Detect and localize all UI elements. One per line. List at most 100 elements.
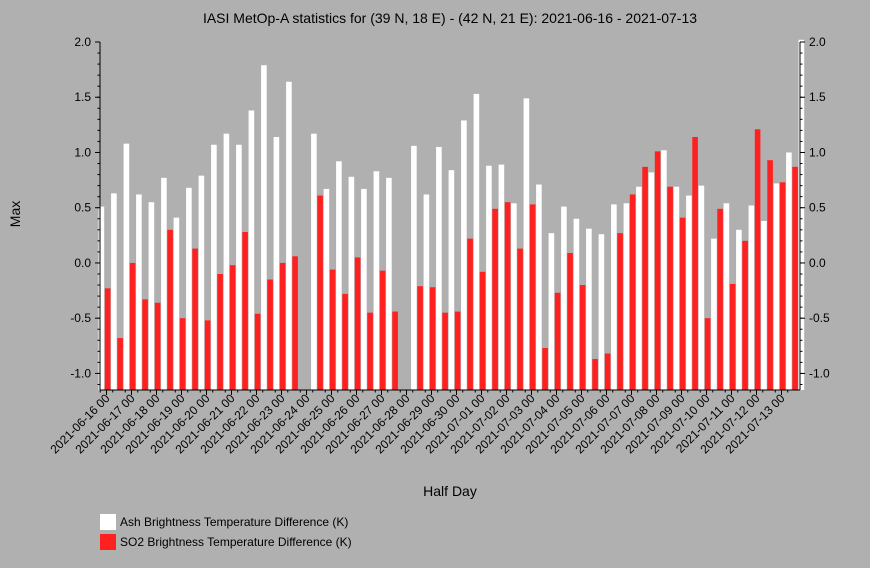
ash-bar (573, 218, 580, 390)
ash-bar (611, 204, 617, 390)
ash-bar (148, 202, 155, 390)
so2-bar (417, 286, 423, 390)
y-tick-label-left: 2.0 (74, 35, 91, 49)
ash-bar (761, 220, 767, 390)
so2-bar (517, 248, 523, 390)
ash-bar (236, 144, 242, 390)
so2-bar (617, 233, 623, 390)
ash-bar (536, 184, 542, 390)
so2-bar (354, 257, 361, 390)
ash-bar (111, 193, 117, 390)
so2-bar (667, 186, 673, 390)
ash-bar (561, 206, 567, 390)
ash-bar (248, 110, 255, 390)
ash-bar (386, 177, 392, 390)
axes-layer: 2.0 2.0 1.5 1.5 1.0 1.0 0.5 0.5 0.0 0.0 -0.5 -0.5 -1… (48, 35, 830, 456)
so2-bar (442, 312, 448, 390)
y-axis-label: Max (7, 201, 23, 227)
so2-bar (179, 318, 186, 390)
so2-bar (129, 262, 136, 390)
y-tick-label-right: -0.5 (809, 311, 830, 325)
ash-bar (648, 172, 655, 390)
so2-bar (742, 240, 748, 390)
ash-bar (448, 170, 455, 390)
ash-bar (136, 194, 142, 390)
ash-bar (261, 65, 267, 390)
ash-bar (461, 120, 467, 390)
so2-bar (654, 151, 661, 390)
ash-bar (373, 171, 380, 390)
y-tick-label-right: 0.5 (809, 201, 826, 215)
so2-bar (167, 229, 173, 390)
ash-bar (673, 186, 680, 390)
so2-bar (579, 285, 586, 390)
ash-bar (598, 234, 605, 390)
so2-bar (242, 232, 248, 390)
legend-label-so2: SO2 Brightness Temperature Difference (K… (120, 535, 352, 549)
legend-item-ash: Ash Brightness Temperature Difference (K… (100, 512, 352, 532)
ash-bar (736, 229, 742, 390)
y-tick-label-right: 1.5 (809, 90, 826, 104)
ash-bar (686, 195, 692, 390)
so2-bar (592, 359, 598, 390)
ash-bar (698, 185, 705, 390)
bars-layer (98, 39, 805, 391)
so2-bar (642, 166, 648, 390)
so2-bar (604, 353, 611, 390)
so2-bar (717, 208, 723, 390)
ash-bar (411, 145, 417, 390)
ash-bar (311, 133, 317, 390)
so2-bar (192, 248, 198, 390)
ash-bar (336, 161, 342, 390)
ash-bar (211, 144, 217, 390)
legend: Ash Brightness Temperature Difference (K… (100, 512, 352, 552)
y-tick-label-left: 0.5 (74, 201, 91, 215)
y-tick-label-left: 1.5 (74, 90, 91, 104)
y-tick-label-left: 0.0 (74, 256, 91, 270)
ash-bar (123, 143, 130, 390)
so2-bar (329, 269, 336, 390)
y-tick-label-right: 2.0 (809, 35, 826, 49)
ash-bar (723, 203, 730, 390)
ash-bar (623, 203, 630, 390)
ash-bar (523, 98, 530, 390)
so2-bar (754, 129, 761, 390)
so2-bar (529, 204, 536, 390)
ash-bar (486, 165, 492, 390)
legend-swatch-so2 (100, 534, 116, 550)
ash-bar (711, 238, 717, 390)
so2-bar (267, 279, 273, 390)
so2-bar (117, 338, 123, 390)
so2-bar (317, 195, 323, 390)
so2-bar (454, 311, 461, 390)
so2-bar (729, 283, 736, 390)
so2-bar (154, 302, 161, 390)
so2-bar (229, 265, 236, 390)
ash-bar (773, 183, 780, 390)
ash-bar (98, 206, 105, 390)
so2-bar (692, 137, 698, 390)
ash-bar (661, 150, 667, 390)
so2-bar (204, 320, 211, 390)
y-tick-label-left: -0.5 (70, 311, 91, 325)
ash-bar (186, 187, 192, 390)
ash-bar (786, 152, 792, 390)
legend-item-so2: SO2 Brightness Temperature Difference (K… (100, 532, 352, 552)
ash-bar (636, 186, 642, 390)
so2-bar (504, 202, 511, 390)
ash-bar (423, 194, 430, 390)
y-tick-label-left: -1.0 (70, 366, 91, 380)
ash-bar (273, 137, 280, 390)
so2-bar (629, 194, 636, 390)
so2-bar (554, 292, 561, 390)
so2-bar (279, 262, 286, 390)
ash-bar (223, 133, 230, 390)
so2-bar (342, 293, 348, 390)
so2-bar (542, 348, 548, 390)
ash-bar (348, 176, 355, 390)
y-tick-label-right: -1.0 (809, 366, 830, 380)
ash-bar (473, 93, 480, 390)
legend-swatch-ash (100, 514, 116, 530)
